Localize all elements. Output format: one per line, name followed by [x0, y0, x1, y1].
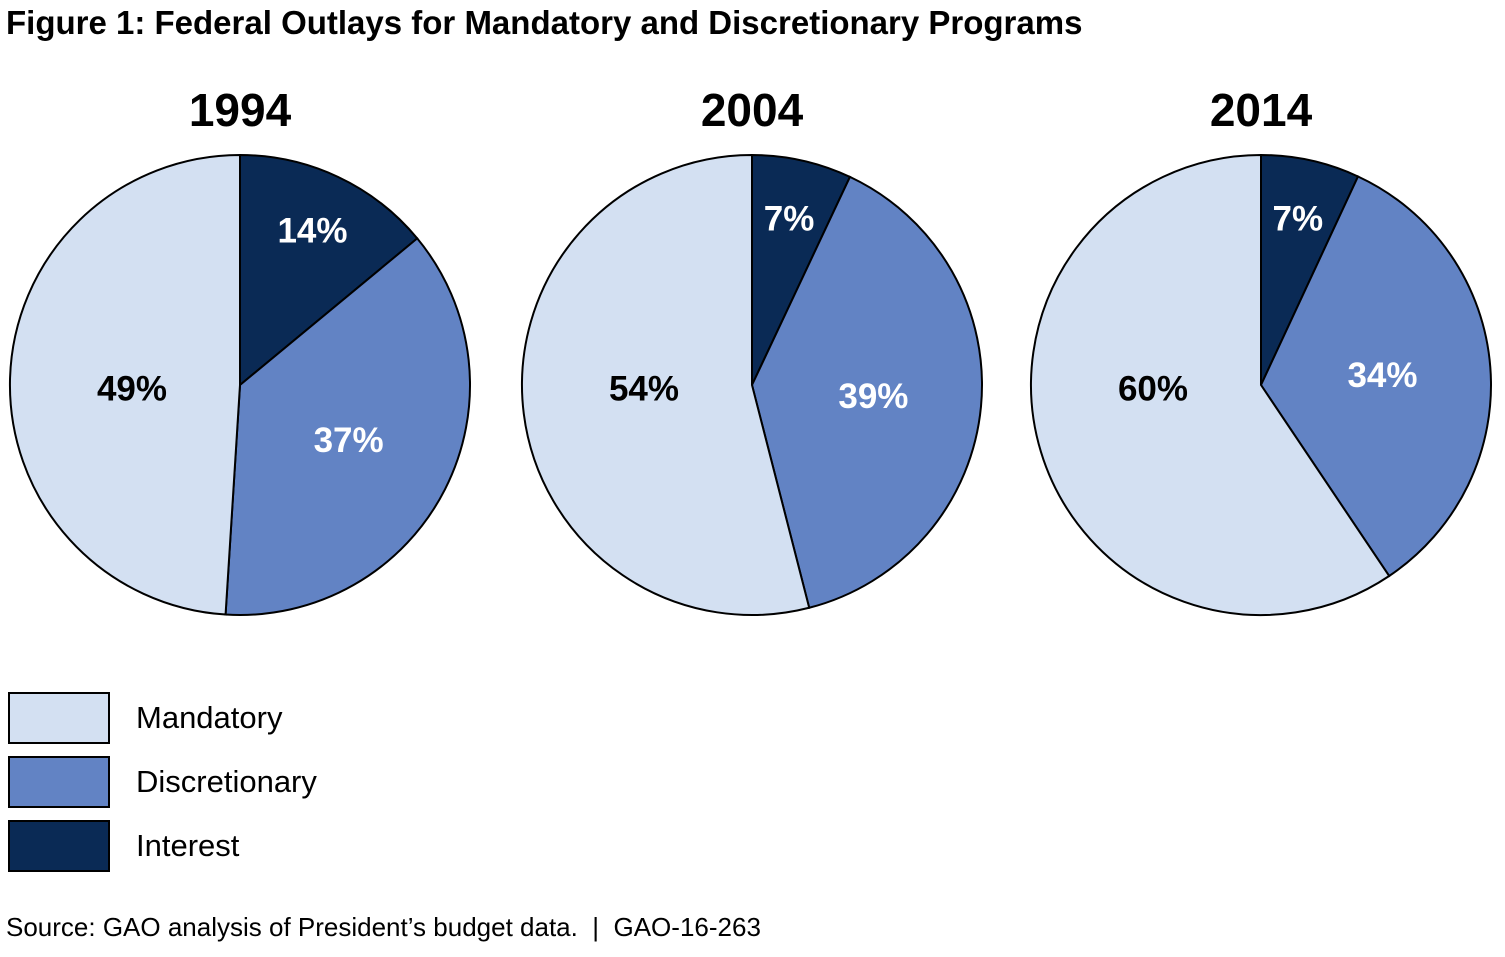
pie-year-title-2014: 2014: [1209, 84, 1313, 136]
legend-item-discretionary: Discretionary: [8, 756, 317, 808]
legend-swatch-mandatory: [8, 692, 110, 744]
pie-block-2014: 2014 7% 34% 60%: [1029, 84, 1493, 617]
legend-label-mandatory: Mandatory: [136, 700, 283, 735]
pie-label-interest-2014: 7%: [1273, 199, 1324, 238]
pie-label-discretionary-1994: 37%: [314, 421, 384, 460]
legend-label-discretionary: Discretionary: [136, 764, 317, 799]
pie-year-title-1994: 1994: [188, 84, 292, 136]
legend-item-interest: Interest: [8, 820, 317, 872]
legend-label-interest: Interest: [136, 828, 240, 863]
pie-slice-mandatory-2004: [521, 153, 811, 616]
pie-label-discretionary-2004: 39%: [838, 377, 908, 416]
figure-title: Figure 1: Federal Outlays for Mandatory …: [6, 4, 1083, 41]
pie-slice-interest-1994: [239, 153, 419, 388]
pie-chart-2004: 7% 39% 54%: [521, 153, 983, 616]
pie-label-mandatory-2004: 54%: [609, 369, 679, 408]
legend-swatch-discretionary: [8, 756, 110, 808]
pie-block-1994: 1994 14% 37% 49%: [8, 84, 472, 617]
pie-slice-mandatory-1994: [8, 153, 241, 616]
pie-chart-1994: 14% 37% 49%: [8, 153, 471, 616]
pie-chart-2014: 7% 34% 60%: [1030, 153, 1492, 616]
pie-label-discretionary-2014: 34%: [1347, 356, 1417, 395]
pie-label-interest-2004: 7%: [764, 199, 815, 238]
source-line: Source: GAO analysis of President’s budg…: [6, 912, 761, 942]
pie-label-mandatory-1994: 49%: [97, 369, 167, 408]
pie-slice-interest-2004: [751, 153, 852, 386]
pie-slice-discretionary-2004: [750, 175, 983, 609]
pie-slice-mandatory-2014: [1030, 153, 1391, 616]
pie-slice-discretionary-1994: [224, 236, 471, 616]
pie-block-2004: 2004 7% 39% 54%: [520, 84, 984, 617]
pie-label-mandatory-2014: 60%: [1118, 369, 1188, 408]
pie-slice-discretionary-2014: [1259, 175, 1492, 578]
legend-item-mandatory: Mandatory: [8, 692, 317, 744]
legend: Mandatory Discretionary Interest: [8, 692, 317, 884]
pie-year-title-2004: 2004: [700, 84, 804, 136]
pie-label-interest-1994: 14%: [277, 212, 347, 251]
legend-swatch-interest: [8, 820, 110, 872]
